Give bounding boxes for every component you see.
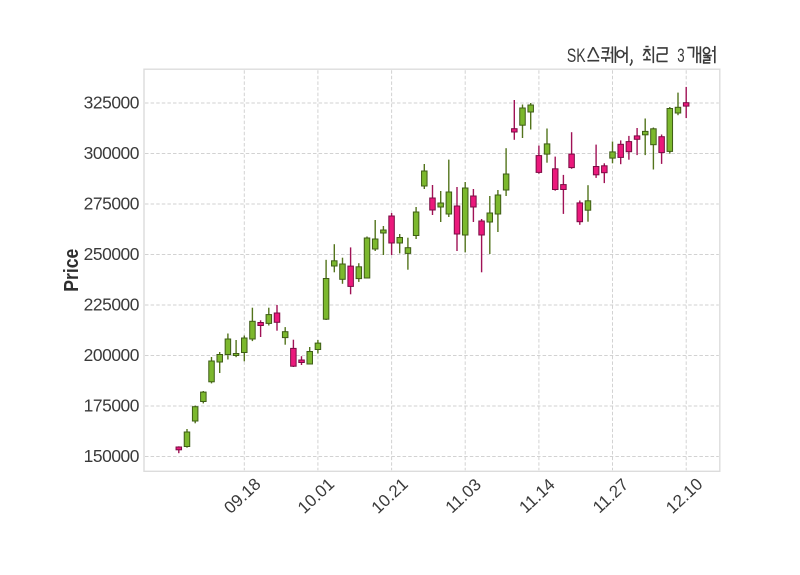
svg-text:3: 3 [677,44,684,66]
svg-text:325000: 325000 [84,93,139,113]
svg-text:300000: 300000 [84,143,139,163]
svg-text:275000: 275000 [84,194,139,214]
svg-text:250000: 250000 [84,244,139,264]
svg-text:Price: Price [60,249,82,292]
svg-text:SK: SK [567,45,586,67]
svg-text:225000: 225000 [84,295,139,315]
svg-text:175000: 175000 [84,396,139,416]
svg-text:150000: 150000 [84,446,139,466]
svg-text:200000: 200000 [84,345,139,365]
